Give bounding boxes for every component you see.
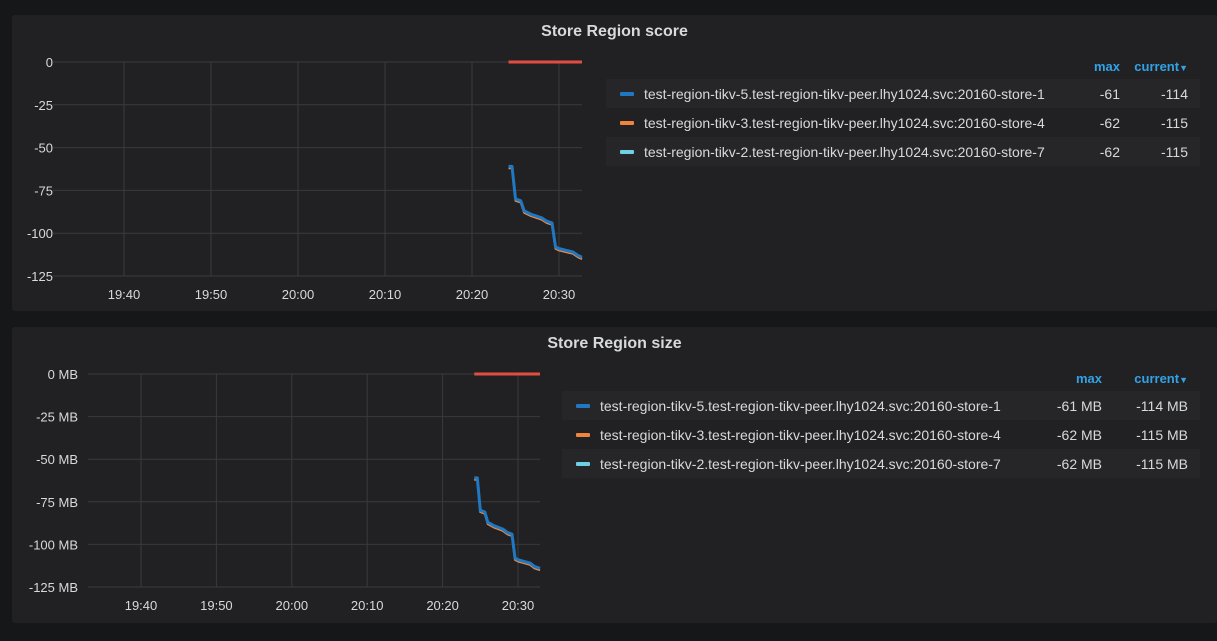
grid: [88, 373, 540, 588]
y-axis-tick-label: -25 MB: [36, 410, 78, 425]
x-axis-tick-label: 20:10: [351, 598, 384, 613]
series-line: [474, 476, 541, 570]
caret-down-icon: ▼: [1179, 375, 1188, 385]
legend-item[interactable]: test-region-tikv-2.test-region-tikv-peer…: [562, 449, 1200, 478]
x-axis-tick-label: 19:50: [200, 598, 233, 613]
legend-series-name: test-region-tikv-3.test-region-tikv-peer…: [644, 114, 1045, 131]
legend-item[interactable]: test-region-tikv-5.test-region-tikv-peer…: [606, 79, 1200, 108]
series-color-swatch[interactable]: [620, 149, 634, 154]
legend-max-value: -61 MB: [1056, 397, 1102, 414]
x-axis-tick-label: 19:40: [125, 598, 158, 613]
y-axis-tick-label: -75: [34, 183, 53, 198]
series-color-swatch[interactable]: [620, 120, 634, 125]
legend-max-value: -62: [1099, 114, 1120, 131]
y-axis-tick-label: -100: [27, 226, 53, 241]
legend-current-value: -114: [1161, 85, 1188, 102]
x-axis-tick-label: 20:30: [502, 598, 535, 613]
legend-current-value: -114 MB: [1136, 397, 1188, 414]
series-color-swatch[interactable]: [620, 91, 634, 96]
legend-item[interactable]: test-region-tikv-3.test-region-tikv-peer…: [562, 420, 1200, 449]
graph-plot-area[interactable]: 0 -25 -50 -75 -100 -125 19:40 19:50 20:00 20:10 20…: [12, 15, 612, 311]
x-axis-tick-label: 20:00: [276, 598, 309, 613]
legend-current-value: -115 MB: [1136, 426, 1188, 443]
legend-item[interactable]: test-region-tikv-2.test-region-tikv-peer…: [606, 137, 1200, 166]
panel-store-region-score: Store Region score 0 -25 -50 -75 -100 -125 19:…: [12, 15, 1217, 311]
legend-column-current[interactable]: current▼: [1134, 371, 1188, 386]
y-axis-tick-label: 0: [46, 55, 53, 70]
y-axis-tick-label: -100 MB: [29, 537, 78, 552]
y-axis-tick-label: -75 MB: [36, 495, 78, 510]
legend-max-value: -62: [1099, 143, 1120, 160]
caret-down-icon: ▼: [1179, 63, 1188, 73]
legend-item[interactable]: test-region-tikv-3.test-region-tikv-peer…: [606, 108, 1200, 137]
series-color-swatch[interactable]: [576, 461, 590, 466]
legend-max-value: -61: [1099, 85, 1120, 102]
y-axis-tick-label: -125 MB: [29, 580, 78, 595]
legend-current-value: -115 MB: [1136, 455, 1188, 472]
legend-column-max[interactable]: max: [1075, 371, 1102, 386]
legend-max-value: -62 MB: [1056, 455, 1102, 472]
x-axis-tick-label: 20:00: [282, 287, 315, 302]
legend-series-name: test-region-tikv-2.test-region-tikv-peer…: [644, 143, 1045, 160]
series-line: [508, 167, 583, 260]
x-axis-tick-label: 19:40: [108, 287, 141, 302]
y-axis-tick-label: -25: [34, 98, 53, 113]
legend-header: max current▼: [562, 371, 1200, 389]
series-color-swatch[interactable]: [576, 432, 590, 437]
series-line: [508, 167, 583, 260]
panel-store-region-size: Store Region size 0 MB -25 MB -50 MB -75 MB…: [12, 327, 1217, 623]
legend-series-name: test-region-tikv-2.test-region-tikv-peer…: [600, 455, 1001, 472]
legend-series-name: test-region-tikv-5.test-region-tikv-peer…: [644, 85, 1045, 102]
panel-title[interactable]: Store Region size: [547, 335, 682, 352]
legend-max-value: -62 MB: [1056, 426, 1102, 443]
grid: [53, 61, 582, 277]
legend-column-current-label: current: [1134, 371, 1180, 386]
y-axis-tick-label: -125: [27, 269, 53, 284]
legend: max current▼ test-region-tikv-5.test-reg…: [606, 59, 1200, 169]
legend-column-current-label: current: [1134, 59, 1180, 74]
series-line: [508, 164, 583, 259]
series-color-swatch[interactable]: [576, 403, 590, 408]
series-line: [474, 478, 541, 571]
x-axis-tick-label: 20:30: [543, 287, 576, 302]
x-axis-tick-label: 20:20: [426, 598, 459, 613]
y-axis-tick-label: -50: [34, 141, 53, 156]
legend-column-max[interactable]: max: [1093, 59, 1120, 74]
panel-title[interactable]: Store Region score: [541, 23, 688, 40]
legend-series-name: test-region-tikv-5.test-region-tikv-peer…: [600, 397, 1001, 414]
legend-item[interactable]: test-region-tikv-5.test-region-tikv-peer…: [562, 391, 1200, 420]
legend-current-value: -115: [1161, 143, 1188, 160]
series-line: [474, 478, 541, 571]
graph-plot-area[interactable]: 0 MB -25 MB -50 MB -75 MB -100 MB -125 MB 19:4…: [12, 327, 572, 623]
legend-series-name: test-region-tikv-3.test-region-tikv-peer…: [600, 426, 1001, 443]
x-axis-tick-label: 20:10: [369, 287, 402, 302]
x-axis-tick-label: 20:20: [456, 287, 489, 302]
x-axis-tick-label: 19:50: [195, 287, 228, 302]
legend-current-value: -115: [1161, 114, 1188, 131]
legend-header: max current▼: [606, 59, 1200, 77]
y-axis-tick-label: -50 MB: [36, 452, 78, 467]
legend: max current▼ test-region-tikv-5.test-reg…: [562, 371, 1200, 481]
legend-column-current[interactable]: current▼: [1134, 59, 1188, 74]
y-axis-tick-label: 0 MB: [48, 367, 78, 382]
